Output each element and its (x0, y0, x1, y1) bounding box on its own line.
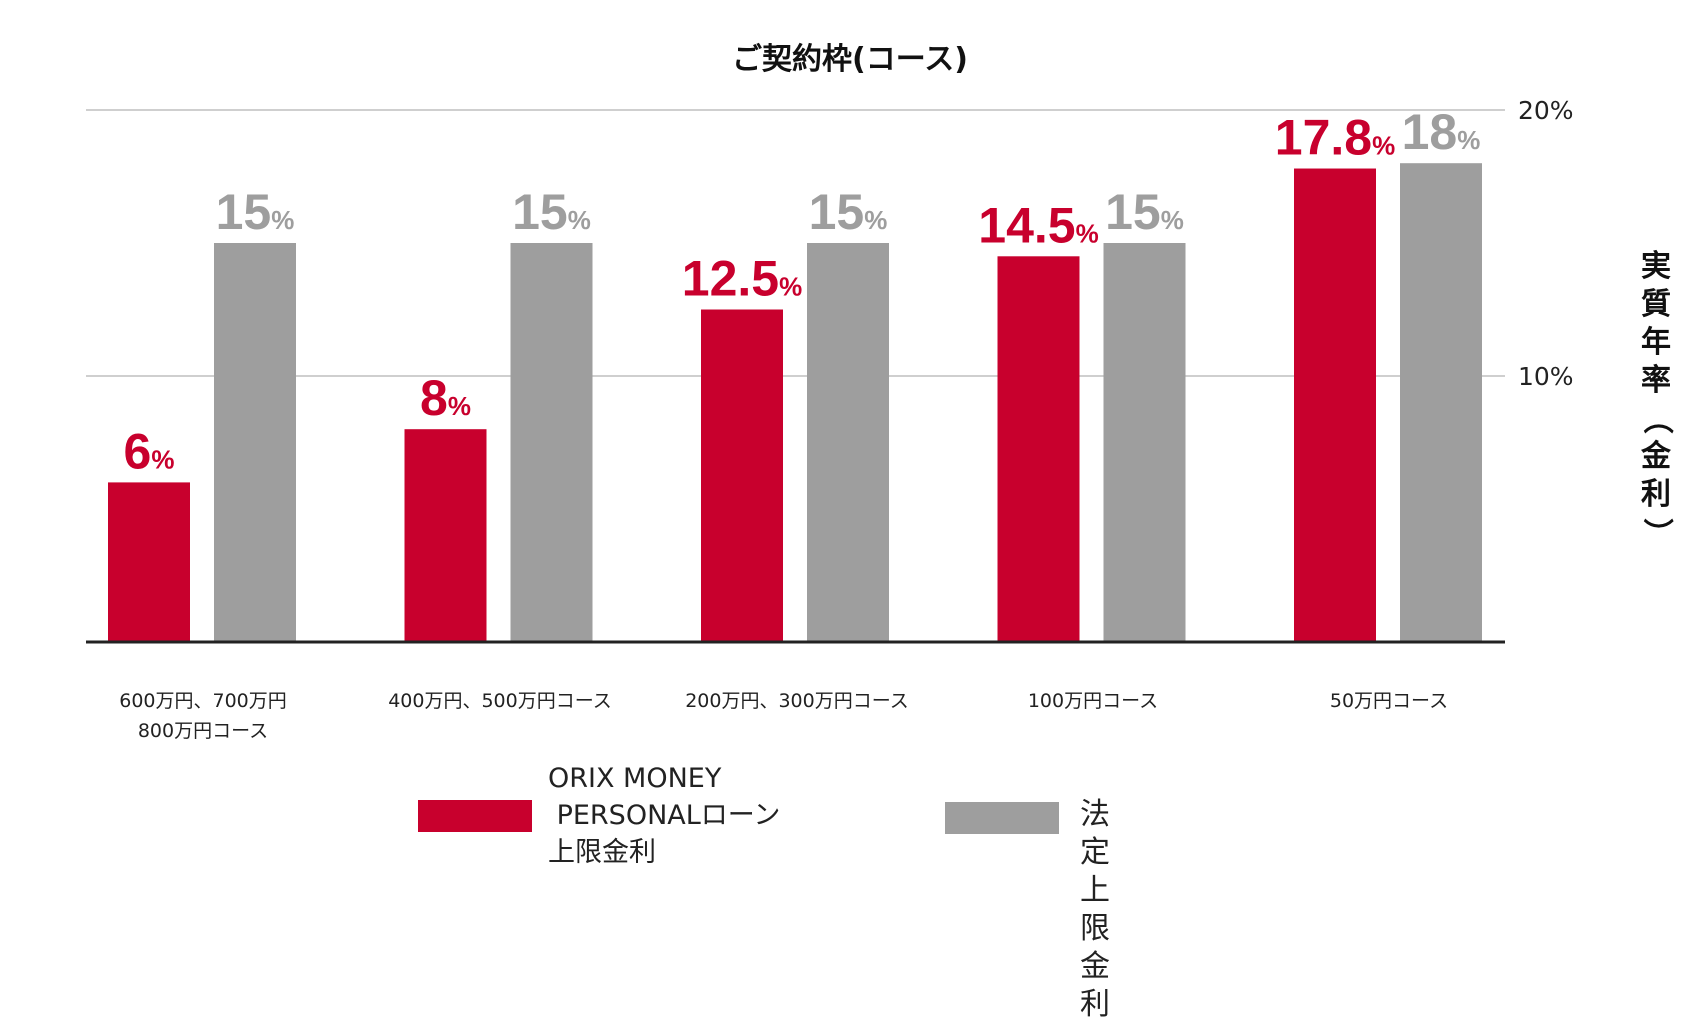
data-label-orix-3: 14.5% (978, 197, 1098, 253)
bar-orix-0 (108, 482, 190, 642)
bar-chart: 10%20%6%15%8%15%12.5%15% 14.5% 15%17.8% 18% (86, 96, 1574, 644)
data-label-orix-1: 8% (420, 370, 471, 426)
legend-swatch-legal (945, 802, 1059, 834)
data-label-legal-2: 15% (809, 184, 888, 240)
bar-legal-1 (510, 243, 593, 642)
bar-legal-2 (807, 243, 889, 642)
x-tick-label-4: 50万円コース (1329, 690, 1449, 712)
legend-label-orix: ORIX MONEY PERSONALローン 上限金利 (548, 760, 780, 871)
bar-legal-0 (214, 243, 296, 642)
y-axis-title-char: 年 (1641, 325, 1671, 360)
y-axis-title-char: 質 (1641, 287, 1671, 322)
data-label-legal-3: 15% (1105, 184, 1184, 240)
x-tick-label-2: 200万円、300万円コース (685, 690, 909, 712)
x-tick-label-0: 600万円、700万円 800万円コース (119, 690, 287, 742)
y-axis-title-char: （ (1639, 404, 1674, 434)
legend-label-orix-line1: ORIX MONEY (548, 763, 722, 794)
chart-title: ご契約枠(コース) (732, 42, 968, 77)
data-label-legal-0: 15% (216, 184, 295, 240)
data-label-orix-4: 17.8% (1275, 110, 1395, 166)
data-label-legal-4: 18% (1402, 104, 1481, 160)
legend-label-orix-line2: PERSONALローン (548, 800, 781, 831)
legend-swatch-orix (418, 800, 532, 832)
x-tick-label-1: 400万円、500万円コース (388, 690, 612, 712)
y-axis-title: 実質年率 （ 金利 ） (1636, 248, 1676, 552)
bar-legal-3 (1103, 243, 1186, 642)
y-axis-title-char: ） (1639, 518, 1674, 548)
legend-label-legal: 法定上限金利 (1080, 797, 1110, 1022)
data-label-orix-2: 12.5% (682, 251, 802, 307)
data-label-legal-1: 15% (512, 184, 591, 240)
bar-orix-4 (1294, 168, 1376, 642)
legend-label-orix-line3: 上限金利 (548, 837, 656, 868)
data-label-orix-0: 6% (124, 423, 175, 479)
bar-orix-1 (404, 429, 487, 642)
bar-orix-2 (701, 309, 783, 642)
y-tick-label-1: 20% (1518, 96, 1574, 125)
y-axis-title-char: 利 (1641, 477, 1671, 512)
x-tick-label-3: 100万円コース (1027, 690, 1159, 712)
y-tick-label-0: 10% (1518, 362, 1574, 391)
bar-orix-3 (997, 256, 1080, 642)
bar-legal-4 (1400, 163, 1482, 642)
y-axis-title-char: 実 (1641, 249, 1671, 284)
y-axis-title-char: 率 (1641, 363, 1671, 398)
y-axis-title-char: 金 (1641, 439, 1671, 474)
